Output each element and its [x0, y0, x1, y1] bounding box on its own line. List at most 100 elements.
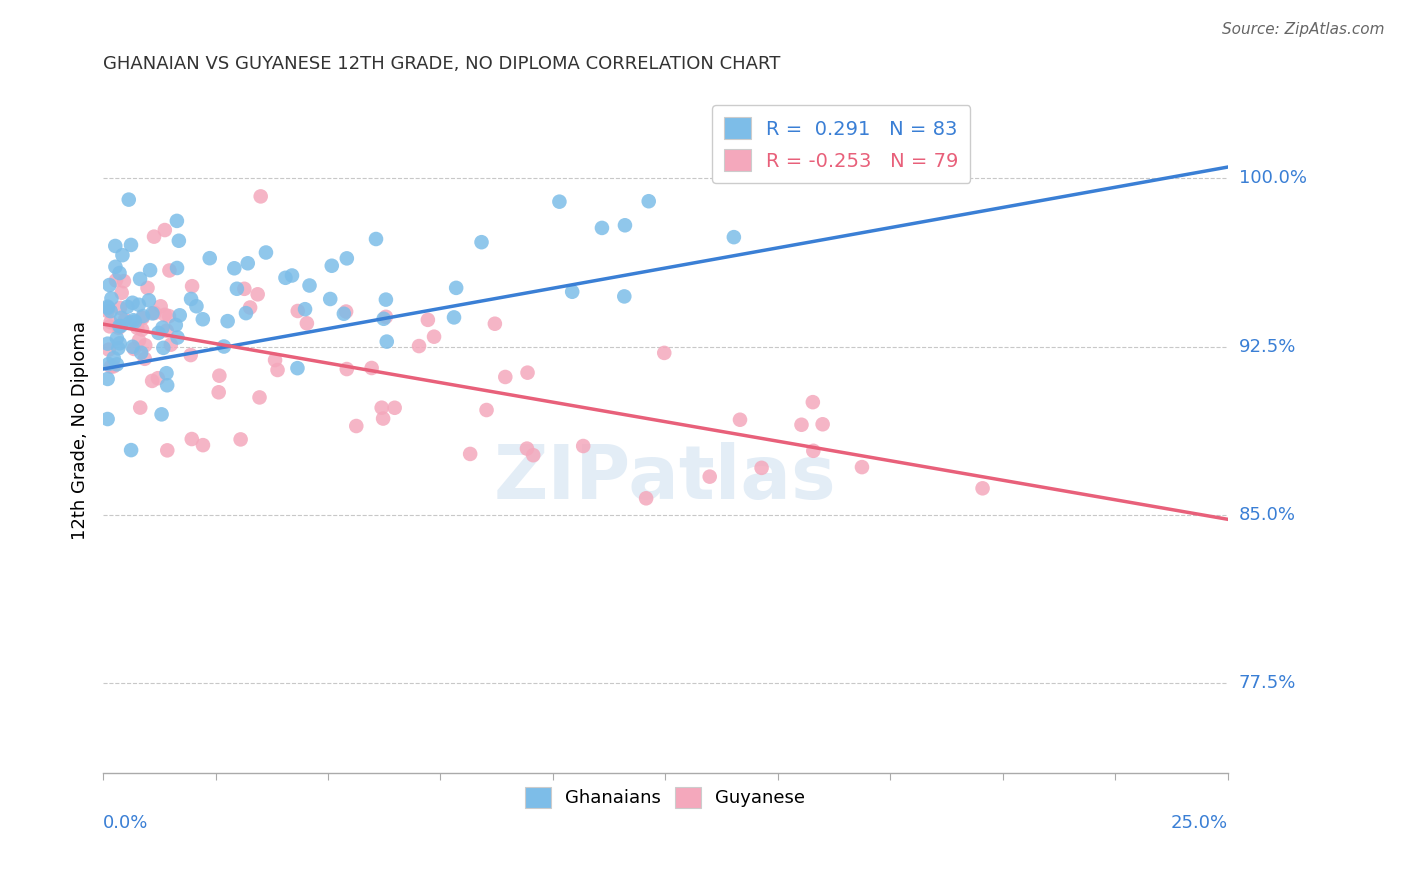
Point: [97, 412, 120, 426]
Point: [494, 370, 516, 384]
Point: [233, 282, 256, 296]
Point: [652, 346, 675, 360]
Point: [134, 338, 156, 352]
Point: [281, 268, 304, 283]
Point: [371, 411, 394, 425]
Point: [103, 351, 125, 365]
Point: [186, 299, 208, 313]
Point: [723, 230, 745, 244]
Point: [127, 321, 149, 335]
Point: [266, 363, 288, 377]
Point: [97, 300, 120, 314]
Point: [613, 289, 636, 303]
Point: [97, 372, 120, 386]
Point: [129, 272, 152, 286]
Legend: Ghanaians, Guyanese: Ghanaians, Guyanese: [519, 780, 813, 815]
Text: Source: ZipAtlas.com: Source: ZipAtlas.com: [1222, 22, 1385, 37]
Point: [121, 340, 143, 354]
Point: [114, 313, 136, 327]
Point: [122, 313, 145, 327]
Point: [375, 334, 398, 349]
Point: [370, 401, 392, 415]
Point: [124, 314, 146, 328]
Point: [153, 308, 176, 322]
Point: [572, 439, 595, 453]
Point: [143, 229, 166, 244]
Point: [811, 417, 834, 432]
Point: [153, 223, 176, 237]
Point: [295, 316, 318, 330]
Point: [699, 469, 721, 483]
Point: [118, 316, 141, 330]
Point: [156, 324, 179, 338]
Point: [167, 234, 190, 248]
Point: [120, 238, 142, 252]
Point: [156, 443, 179, 458]
Point: [516, 366, 538, 380]
Point: [150, 408, 173, 422]
Point: [208, 385, 231, 400]
Point: [225, 282, 247, 296]
Point: [321, 259, 343, 273]
Point: [751, 461, 773, 475]
Point: [287, 304, 309, 318]
Point: [198, 251, 221, 265]
Point: [108, 336, 131, 351]
Point: [470, 235, 492, 250]
Text: 77.5%: 77.5%: [1239, 674, 1296, 692]
Point: [166, 214, 188, 228]
Point: [149, 299, 172, 313]
Text: 100.0%: 100.0%: [1239, 169, 1306, 187]
Point: [104, 273, 127, 287]
Point: [166, 260, 188, 275]
Point: [136, 281, 159, 295]
Point: [591, 221, 613, 235]
Point: [165, 318, 187, 332]
Point: [516, 442, 538, 456]
Point: [298, 278, 321, 293]
Point: [110, 310, 132, 325]
Point: [139, 263, 162, 277]
Point: [98, 278, 121, 293]
Point: [239, 301, 262, 315]
Point: [637, 194, 659, 209]
Point: [444, 281, 467, 295]
Point: [97, 336, 120, 351]
Point: [97, 301, 120, 315]
Point: [972, 481, 994, 495]
Point: [159, 263, 181, 277]
Point: [122, 342, 145, 356]
Text: 0.0%: 0.0%: [103, 814, 149, 832]
Point: [416, 313, 439, 327]
Point: [152, 341, 174, 355]
Point: [236, 256, 259, 270]
Point: [180, 292, 202, 306]
Point: [107, 321, 129, 335]
Point: [274, 270, 297, 285]
Point: [191, 312, 214, 326]
Point: [132, 309, 155, 323]
Point: [374, 293, 396, 307]
Point: [249, 189, 271, 203]
Point: [128, 333, 150, 347]
Text: 92.5%: 92.5%: [1239, 337, 1296, 356]
Point: [728, 413, 751, 427]
Point: [264, 353, 287, 368]
Point: [100, 292, 122, 306]
Point: [121, 295, 143, 310]
Point: [373, 311, 395, 326]
Point: [134, 351, 156, 366]
Point: [159, 337, 181, 351]
Point: [97, 304, 120, 318]
Point: [105, 331, 128, 345]
Point: [208, 368, 231, 383]
Point: [117, 300, 139, 314]
Point: [851, 460, 873, 475]
Point: [254, 245, 277, 260]
Point: [191, 438, 214, 452]
Point: [120, 443, 142, 458]
Point: [319, 292, 342, 306]
Point: [224, 261, 246, 276]
Point: [249, 391, 271, 405]
Point: [212, 339, 235, 353]
